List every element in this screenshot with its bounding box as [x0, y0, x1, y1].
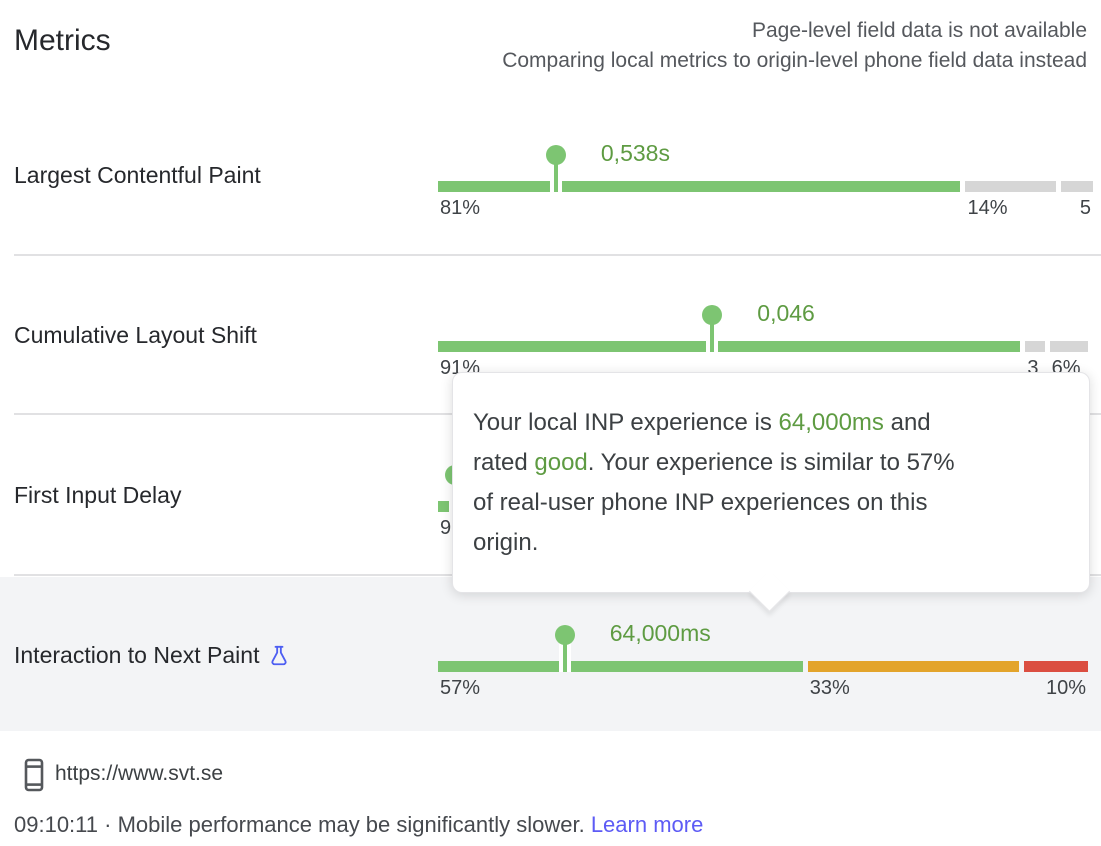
- row-divider: [14, 254, 1101, 256]
- segment-percent-label: 5: [1079, 197, 1091, 219]
- metric-label-inp: Interaction to Next Paint: [14, 642, 290, 669]
- distribution-segment: 10%: [1024, 661, 1088, 699]
- distribution-segment: 81%: [438, 181, 961, 219]
- segment-percent-label: 10%: [1045, 677, 1086, 699]
- distribution-segment: 33%: [807, 661, 1019, 699]
- segment-percent-label: 14%: [967, 197, 1008, 219]
- local-value-label: 0,538s: [600, 140, 670, 166]
- origin-url: https://www.svt.se: [55, 762, 224, 785]
- learn-more-link[interactable]: Learn more: [590, 812, 704, 837]
- page-title: Metrics: [14, 24, 111, 57]
- local-value-dot: [702, 305, 723, 325]
- metric-label-lcp: Largest Contentful Paint: [14, 162, 261, 188]
- metric-label-inp-text: Interaction to Next Paint: [14, 642, 260, 668]
- local-value-stem: [706, 321, 719, 352]
- inp-tooltip: Your local INP experience is 64,000ms an…: [452, 372, 1090, 613]
- distribution-segment: 6%: [1049, 341, 1089, 379]
- local-value-label: 64,000ms: [609, 620, 711, 646]
- inp-row-highlight: [0, 577, 1101, 731]
- segment-percent-label: 3: [1027, 357, 1039, 379]
- segment-percent-label: 33%: [809, 677, 850, 699]
- experiment-flask-icon[interactable]: [268, 645, 290, 667]
- notice-line-1: Page-level field data is not available: [751, 19, 1087, 42]
- field-data-notice: Page-level field data is not available C…: [502, 16, 1087, 76]
- distribution-segment: 5: [1060, 181, 1093, 219]
- local-value-stem: [549, 161, 562, 192]
- segment-percent-label: 81%: [440, 197, 481, 219]
- metric-bar-cls[interactable]: 91% 3 6% 0,046: [438, 300, 1089, 379]
- local-value-label: 0,046: [757, 300, 815, 326]
- tooltip-text: Your local INP experience is 64,000ms an…: [473, 409, 955, 556]
- separator-dot: ·: [104, 812, 112, 837]
- metric-label-cls: Cumulative Layout Shift: [14, 322, 257, 348]
- distribution-segment: 57%: [438, 661, 803, 699]
- segment-percent-label: 9: [440, 517, 452, 539]
- metric-bar-lcp[interactable]: 81% 14% 5 0,538s: [438, 140, 1093, 219]
- local-value-dot: [545, 145, 566, 165]
- local-value-dot: [554, 625, 575, 645]
- metric-label-fid: First Input Delay: [14, 482, 182, 508]
- distribution-segment: 14%: [965, 181, 1056, 219]
- phone-icon: [24, 758, 44, 797]
- local-value-stem: [558, 641, 571, 672]
- metric-bar-inp[interactable]: 57% 33% 10% 64,000ms: [438, 620, 1088, 699]
- status-message: Mobile performance may be significantly …: [117, 812, 585, 837]
- timestamp: 09:10:11: [14, 812, 99, 837]
- distribution-segment: 91%: [438, 341, 1021, 379]
- notice-line-2: Comparing local metrics to origin-level …: [502, 49, 1087, 72]
- segment-percent-label: 57%: [440, 677, 481, 699]
- distribution-segment: 3: [1025, 341, 1045, 379]
- status-line: 09:10:11 · Mobile performance may be sig…: [14, 812, 703, 838]
